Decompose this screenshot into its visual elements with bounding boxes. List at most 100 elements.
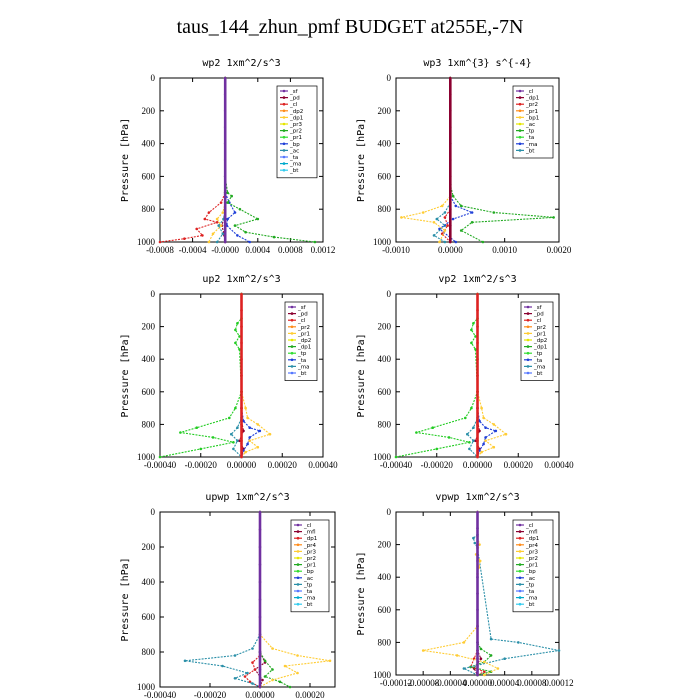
x-tick-label: 0.00000 (227, 460, 257, 470)
series-point (489, 637, 493, 641)
series-point (251, 682, 254, 685)
legend-marker (526, 332, 530, 335)
series-point (236, 322, 239, 325)
series-point (223, 175, 227, 178)
series-point (233, 224, 237, 227)
legend-entry: _pr2 (303, 556, 316, 562)
series-point (199, 447, 203, 451)
series-point (449, 191, 452, 195)
legend-marker (518, 102, 522, 106)
y-tick-label: 400 (142, 354, 156, 364)
series-point (479, 647, 483, 651)
series-point (195, 227, 198, 231)
series-point (226, 191, 229, 195)
legend-marker (526, 318, 530, 322)
panel-title: upwp 1xm^2/s^3 (205, 492, 289, 503)
legend-marker (282, 168, 286, 172)
legend-entry: _bt (525, 602, 535, 608)
legend-entry: _dp1 (297, 345, 311, 351)
series-point (476, 608, 479, 612)
series-point (238, 348, 241, 351)
series-point (478, 429, 481, 433)
legend-entry: _pr3 (303, 549, 317, 555)
series-point (258, 563, 262, 566)
series-point (244, 406, 247, 410)
x-tick-label: -0.00008 (407, 678, 440, 688)
series-point (221, 232, 225, 236)
legend-marker (518, 576, 522, 580)
series-point (449, 76, 452, 80)
series-point (183, 659, 187, 663)
legend-marker (290, 365, 294, 368)
x-tick-label: 0.00004 (490, 678, 520, 688)
legend: _cl_dp1_pr2_pr1_bp1_ac_tp_ta_ma_bt (512, 85, 554, 159)
y-tick-label: 1000 (137, 452, 156, 462)
series-line-tp (184, 512, 261, 688)
series-point (207, 211, 211, 214)
series-point (258, 685, 262, 689)
legend-entry: _ma (525, 596, 537, 602)
series-point (223, 93, 227, 96)
series-point (440, 204, 444, 208)
series-point (552, 216, 555, 219)
series-point (443, 229, 447, 232)
series-point (478, 419, 481, 423)
series-line-pr2 (208, 78, 226, 243)
series-point (472, 536, 475, 540)
legend-marker (296, 563, 300, 566)
series-point (484, 426, 487, 430)
series-line-tp (240, 294, 262, 458)
legend-box (520, 301, 554, 381)
series-point (246, 442, 249, 446)
series-point (472, 322, 475, 325)
y-tick-label: 600 (378, 171, 392, 181)
panel-title: wp2 1xm^2/s^3 (202, 58, 280, 69)
series-point (474, 335, 477, 338)
series-point (449, 224, 452, 227)
series-point (258, 510, 262, 514)
legend-entry: _pr1 (533, 331, 546, 337)
x-tick-label: 0.00012 (544, 678, 573, 688)
legend-marker (282, 129, 286, 132)
legend-entry: _ma (525, 142, 537, 148)
series-point (394, 455, 398, 459)
legend-entry: _cl (525, 523, 534, 529)
legend-marker (282, 89, 286, 93)
series-point (232, 441, 235, 444)
y-tick-label: 400 (378, 139, 392, 149)
series-point (261, 678, 264, 682)
x-tick-label: 0.0000 (438, 245, 463, 255)
series-line-pr1 (401, 78, 451, 243)
plot-frame (159, 77, 324, 243)
legend-entry: _ma (297, 364, 309, 370)
series-point (476, 624, 479, 628)
series-point (483, 673, 486, 677)
series-point (278, 680, 282, 684)
series-point (223, 207, 227, 211)
y-tick-label: 600 (378, 605, 392, 615)
legend-marker (518, 602, 522, 606)
legend: _sf_pd_cl_pr2_pr1_dp2_dp1_tp_ta_ma_bt (520, 301, 554, 381)
series-point (217, 224, 220, 227)
legend: _cl_mfl_dp1_pr4_pr3_pr2_pr1_bp_ac_tp_ta_… (290, 519, 330, 613)
series-point (492, 445, 496, 449)
series-point (258, 668, 262, 671)
series-point (258, 429, 262, 433)
series-point (195, 426, 198, 430)
legend-entry: _ac (303, 576, 313, 582)
legend-marker (526, 365, 530, 368)
series-point (476, 406, 479, 410)
series-line-ta (230, 294, 243, 458)
series-point (451, 194, 455, 198)
x-tick-label: 0.0012 (311, 245, 336, 255)
series-point (179, 431, 182, 434)
series-point (476, 423, 479, 426)
series-point (492, 211, 496, 214)
series-point (470, 328, 473, 332)
legend-marker (282, 122, 286, 126)
series-point (432, 221, 436, 224)
series-point (478, 449, 481, 452)
series-point (503, 657, 507, 660)
legend-entry: _tp (533, 351, 543, 357)
legend-entry: _ma (289, 162, 301, 168)
